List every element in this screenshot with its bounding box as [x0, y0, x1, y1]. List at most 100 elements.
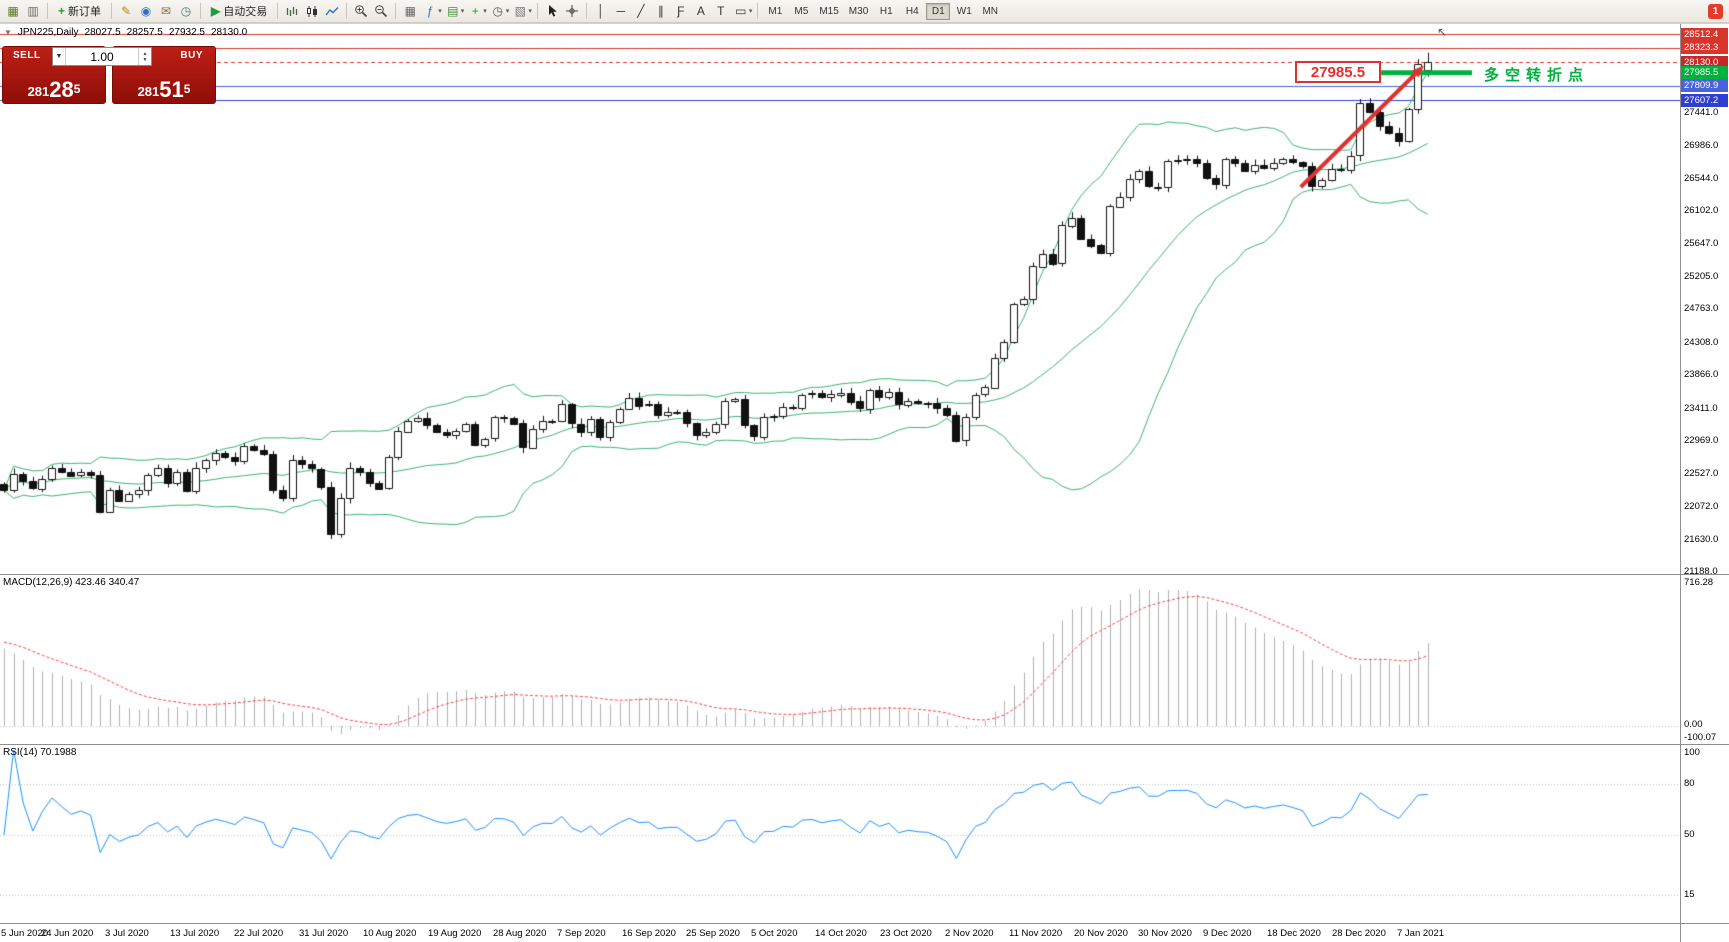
candlestick-chart-icon[interactable] [302, 2, 322, 20]
date-tick: 23 Oct 2020 [880, 928, 932, 939]
bar-chart-icon[interactable] [282, 2, 302, 20]
add-indicator-icon-dropdown-arrow[interactable]: ▾ [483, 8, 487, 15]
new-order-button[interactable]: + 新订单 [52, 2, 107, 20]
timeframe-w1[interactable]: W1 [952, 3, 976, 20]
timeframe-m1[interactable]: M1 [763, 3, 787, 20]
date-tick: 18 Dec 2020 [1267, 928, 1321, 939]
date-tick: 28 Dec 2020 [1332, 928, 1386, 939]
price-tick: 26544.0 [1684, 173, 1719, 184]
templates-icon[interactable]: ▧ [514, 4, 526, 18]
shapes-icon[interactable]: ▭ [735, 4, 747, 18]
buy-label: BUY [180, 50, 203, 61]
indicators-icon-dropdown-arrow[interactable]: ▾ [438, 8, 442, 15]
timeframe-h4[interactable]: H4 [900, 3, 924, 20]
crosshair-icon[interactable] [562, 2, 582, 20]
price-tick: 24308.0 [1684, 337, 1719, 348]
price-tick: 25647.0 [1684, 238, 1719, 249]
price-tick: 25205.0 [1684, 271, 1719, 282]
turning-point-note[interactable]: 多空转折点 [1484, 67, 1590, 84]
rsi-axis-label: 100 [1684, 747, 1700, 758]
tile-windows-icon[interactable]: ▦ [404, 4, 416, 18]
notification-badge[interactable]: 1 [1708, 4, 1723, 19]
timeframe-m30[interactable]: M30 [845, 3, 872, 20]
buy-button[interactable]: BUY 281 51 5 [112, 46, 216, 104]
channel-icon[interactable]: ∥ [657, 4, 664, 18]
date-tick: 7 Jan 2021 [1397, 928, 1445, 939]
text-label-icon[interactable]: T [717, 4, 725, 18]
price-tick: 27441.0 [1684, 107, 1719, 118]
toolbar-separator [757, 3, 759, 19]
new-chart-icon[interactable]: ▦ [7, 4, 19, 18]
sell-price-big: 28 [49, 77, 74, 102]
objects-list-icon-dropdown-arrow[interactable]: ▾ [460, 8, 465, 15]
volume-dropdown-icon[interactable]: ▼ [53, 48, 66, 65]
toolbar-separator [395, 3, 397, 19]
zoom-out-icon[interactable] [371, 2, 391, 20]
timeframe-d1[interactable]: D1 [926, 2, 951, 20]
add-indicator-icon[interactable]: + [471, 4, 479, 18]
toolbar-separator [47, 3, 48, 19]
text-icon[interactable]: A [696, 4, 705, 18]
price-tag: 28130.0 [1681, 56, 1728, 69]
cursor-icon[interactable] [542, 2, 562, 20]
spin-down-icon[interactable]: ▼ [142, 56, 148, 63]
volume-spinner[interactable]: ▲ ▼ [138, 48, 151, 65]
market-icon[interactable]: ◉ [140, 4, 152, 18]
timeframe-mn[interactable]: MN [978, 3, 1002, 20]
panel-separator-rsi[interactable] [0, 744, 1729, 745]
buy-price-sup: 5 [183, 82, 191, 96]
volume-input[interactable] [66, 48, 138, 65]
objects-list-icon[interactable]: ▤ [447, 4, 459, 18]
one-click-collapse-icon[interactable]: ▼ [4, 28, 12, 37]
line-chart-icon[interactable] [322, 2, 342, 20]
toolbar-groups: ▦ ▥ + 新订单 ✎ ◉ ✉ ◷ ▶ 自动交易 ▦ ƒ ▾ ▤ ▾ + ▾ ◷ ▾ ▧ ▾ │ ─ ╱ ∥ Ƒ A T ▭ ▾ M1 M5 M… [3, 0, 1003, 22]
price-tick: 24763.0 [1684, 303, 1719, 314]
vertical-line-icon[interactable]: │ [597, 4, 605, 18]
shapes-icon-dropdown-arrow[interactable]: ▾ [748, 8, 753, 15]
zoom-in-icon[interactable] [351, 2, 371, 20]
macd-axis-label: -100.07 [1684, 732, 1717, 743]
time-axis-border [0, 923, 1729, 924]
metaeditor-icon[interactable]: ✎ [120, 4, 132, 18]
toolbar-separator [536, 3, 538, 19]
templates-icon-dropdown-arrow[interactable]: ▾ [528, 8, 532, 15]
autotrading-button-icon: ▶ [211, 4, 221, 18]
horizontal-line-icon[interactable]: ─ [616, 4, 626, 18]
price-tick: 21630.0 [1684, 534, 1719, 545]
price-level-label[interactable]: 27985.5 [1295, 61, 1381, 83]
mouse-cursor-icon: ↖ [1437, 25, 1448, 39]
panel-separator-macd[interactable] [0, 574, 1729, 575]
indicators-icon[interactable]: ƒ [426, 4, 434, 18]
toolbar-separator [585, 3, 587, 19]
trendline-icon[interactable]: ╱ [637, 4, 645, 18]
rsi-label: RSI(14) 70.1988 [3, 747, 77, 758]
history-center-icon[interactable]: ◷ [180, 4, 192, 18]
date-tick: 5 Jun 2020 [1, 928, 49, 939]
price-tick: 21188.0 [1684, 566, 1718, 577]
sell-price-sup: 5 [73, 82, 81, 96]
profiles-icon[interactable]: ▥ [27, 4, 39, 18]
timeframe-h1[interactable]: H1 [874, 3, 898, 20]
price-axis-border [1680, 24, 1681, 942]
signals-icon[interactable]: ✉ [160, 4, 172, 18]
date-tick: 9 Dec 2020 [1203, 928, 1252, 939]
date-tick: 16 Sep 2020 [622, 928, 676, 939]
ohlc-open: 28027.5 [84, 27, 121, 38]
chart-top-border [0, 23, 1729, 24]
price-tag: 28323.3 [1681, 41, 1728, 54]
buy-price-big: 51 [159, 77, 184, 102]
date-tick: 3 Jul 2020 [105, 928, 149, 939]
autotrading-button[interactable]: ▶ 自动交易 [205, 2, 273, 20]
fibonacci-icon[interactable]: Ƒ [677, 4, 685, 18]
period-clock-icon-dropdown-arrow[interactable]: ▾ [505, 8, 510, 15]
period-clock-icon[interactable]: ◷ [492, 4, 504, 18]
timeframe-m5[interactable]: M5 [789, 3, 813, 20]
date-tick: 13 Jul 2020 [170, 928, 220, 939]
date-tick: 22 Jul 2020 [234, 928, 284, 939]
chart-canvas[interactable] [0, 0, 1680, 942]
timeframe-m15[interactable]: M15 [815, 3, 842, 20]
sell-price: 281 28 5 [3, 77, 105, 102]
sell-price-prefix: 281 [27, 84, 50, 99]
spin-up-icon[interactable]: ▲ [142, 50, 148, 57]
